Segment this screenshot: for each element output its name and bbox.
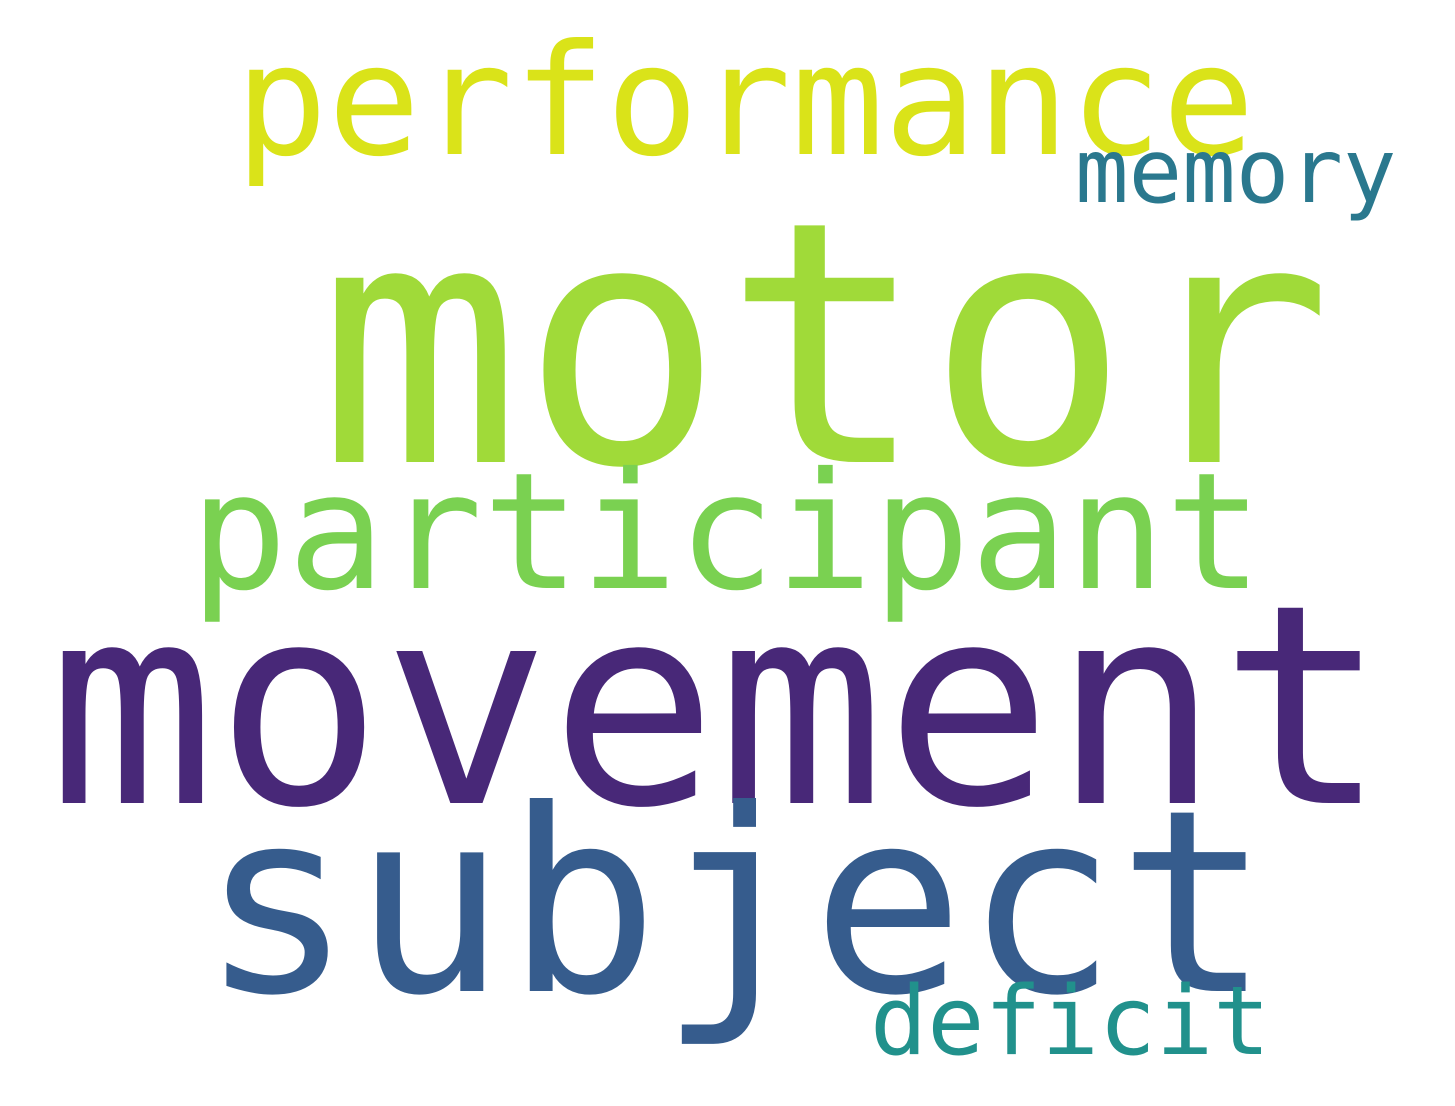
word-memory: memory [1075,119,1397,223]
word-movement: movement [48,545,1387,869]
word-motor: motor [318,150,1333,542]
word-subject: subject [200,755,1271,1051]
word-participant: participant [190,439,1263,627]
word-deficit: deficit [870,967,1271,1077]
word-performance: performance [235,12,1255,191]
